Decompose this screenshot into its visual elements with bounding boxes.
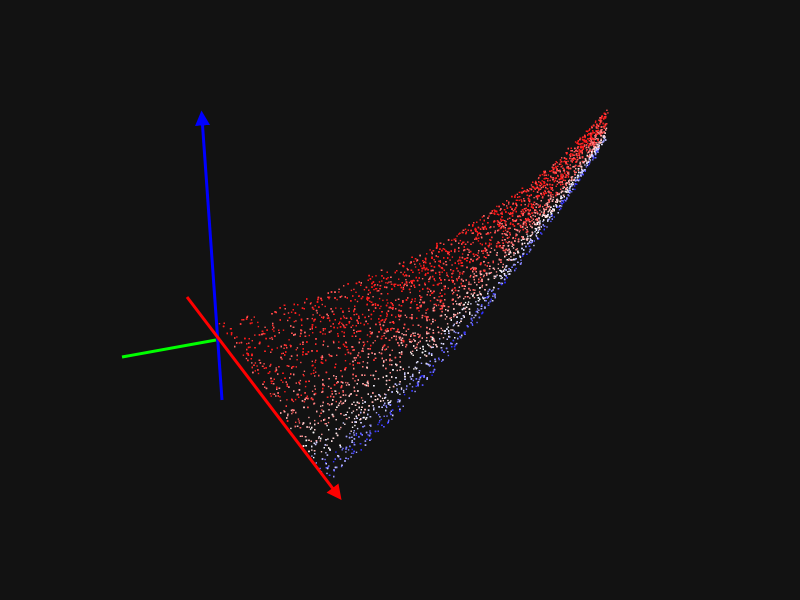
y-axis-line	[121, 338, 217, 359]
axes-gizmo	[121, 110, 342, 500]
z-axis-arrow-icon	[195, 110, 224, 401]
point-cloud	[218, 109, 609, 478]
x-axis-arrow-icon	[185, 296, 342, 500]
